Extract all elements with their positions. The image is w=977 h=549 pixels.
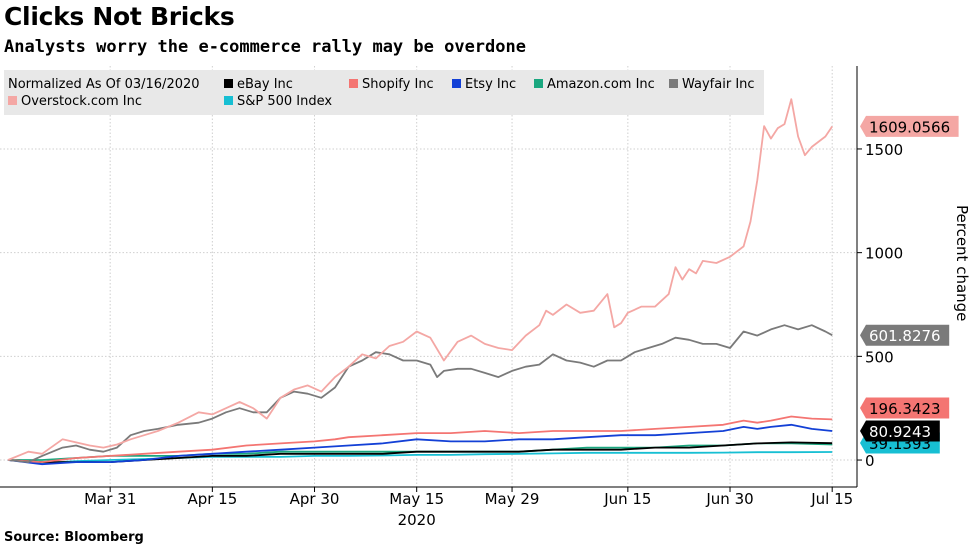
end-label-box: [860, 115, 959, 137]
grid: [0, 66, 857, 487]
series-line: [7, 324, 833, 463]
y-axis-label: Percent change: [953, 205, 971, 321]
end-value-label: 80.9243: [869, 423, 931, 441]
x-tick-label: Mar 31: [84, 490, 136, 508]
chart-title: Clicks Not Bricks: [4, 2, 235, 31]
y-tick-label: 1000: [865, 245, 903, 263]
legend-swatch: [534, 79, 543, 88]
legend-swatch: [224, 79, 233, 88]
x-tick-label: Jul 15: [810, 490, 853, 508]
legend-entry: Wayfair Inc: [682, 77, 755, 92]
end-value-label: 601.8276: [869, 327, 941, 345]
series-line: [7, 423, 833, 466]
y-tick-label: 1500: [865, 141, 903, 159]
legend-swatch: [8, 96, 17, 105]
x-tick-label: May 29: [485, 490, 540, 508]
legend: Normalized As Of 03/16/2020 eBay Inc Shopi…: [8, 77, 755, 109]
x-tick-label: May 15: [389, 490, 444, 508]
series-line: [7, 415, 833, 463]
x-tick-label: Apr 15: [187, 490, 237, 508]
legend-entry: Amazon.com Inc: [547, 77, 655, 92]
end-value-label: 196.3423: [869, 400, 941, 418]
x-tick-label: Jun 15: [603, 490, 651, 508]
source-note: Source: Bloomberg: [4, 530, 144, 545]
end-value-label: 1609.0566: [869, 118, 950, 136]
legend-swatch: [349, 79, 358, 88]
legend-entry: S&P 500 Index: [237, 94, 332, 109]
y-tick-label: 500: [865, 348, 894, 366]
x-tick-label: Apr 30: [290, 490, 340, 508]
series-line: [7, 451, 833, 465]
legend-entry: Etsy Inc: [465, 77, 516, 92]
legend-entry: Overstock.com Inc: [21, 94, 142, 109]
legend-swatch: [452, 79, 461, 88]
legend-swatch: [669, 79, 678, 88]
axes: 0 500 1000 1500 Mar 31 Apr 15 Apr 30 May 15 May …: [84, 141, 903, 529]
chart-subtitle: Analysts worry the e-commerce rally may …: [4, 37, 526, 57]
y-tick-label: 0: [865, 452, 875, 470]
series-lines: [7, 98, 833, 466]
legend-swatch: [224, 96, 233, 105]
legend-box: [4, 70, 764, 115]
x-tick-label: Jun 30: [705, 490, 753, 508]
series-line: [7, 98, 833, 461]
end-label-box: [860, 420, 940, 442]
end-label-box: [860, 397, 950, 419]
legend-title: Normalized As Of 03/16/2020: [8, 77, 200, 92]
x-year-label: 2020: [398, 511, 436, 529]
legend-entry: eBay Inc: [237, 77, 293, 92]
legend-entry: Shopify Inc: [362, 77, 434, 92]
end-label-box: [860, 324, 950, 346]
